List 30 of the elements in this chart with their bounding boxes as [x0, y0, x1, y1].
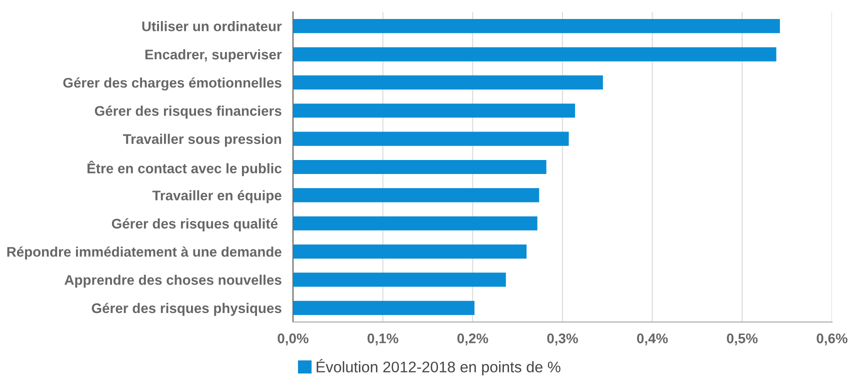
bar	[293, 188, 540, 202]
y-tick-label: Répondre immédiatement à une demande	[7, 246, 282, 260]
y-tick-label: Utiliser un ordinateur	[142, 21, 282, 32]
y-tick-label: Gérer des risques qualité	[112, 218, 278, 232]
legend-label: Évolution 2012-2018 en points de %	[316, 359, 560, 376]
y-tick-label: Apprendre des choses nouvelles	[64, 274, 282, 288]
bar	[293, 75, 603, 90]
y-tick-label: Travailler sous pression	[123, 134, 282, 147]
y-tick-label: Encadrer, superviser	[145, 49, 282, 62]
bar	[293, 300, 474, 315]
y-tick-label: Gérer des risques financiers	[94, 106, 282, 119]
bar	[293, 272, 506, 287]
bar	[293, 216, 538, 230]
bar	[293, 47, 776, 62]
x-tick-label: 0,0%	[278, 333, 308, 346]
y-tick-label: Gérer des risques physiques	[92, 302, 282, 316]
x-tick-label: 0,5%	[726, 333, 758, 346]
x-tick-label: 0,3%	[547, 333, 578, 346]
x-tick-label: 0,2%	[457, 333, 488, 346]
bar	[293, 132, 569, 146]
bar	[293, 19, 780, 34]
x-tick-label: 0,6%	[816, 333, 848, 346]
bar	[293, 244, 527, 259]
bar	[293, 160, 546, 174]
y-tick-label: Gérer des charges émotionnelles	[63, 77, 282, 90]
x-tick-label: 0,4%	[637, 333, 668, 346]
bar	[293, 104, 576, 118]
y-tick-label: Travailler en équipe	[152, 190, 282, 204]
x-tick-label: 0,1%	[368, 333, 398, 346]
y-tick-label: Être en contact avec le public	[88, 160, 282, 176]
